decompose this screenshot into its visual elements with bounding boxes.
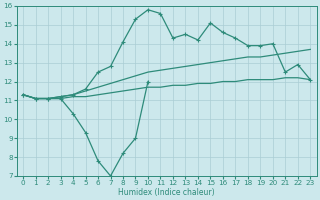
X-axis label: Humidex (Indice chaleur): Humidex (Indice chaleur) — [118, 188, 215, 197]
